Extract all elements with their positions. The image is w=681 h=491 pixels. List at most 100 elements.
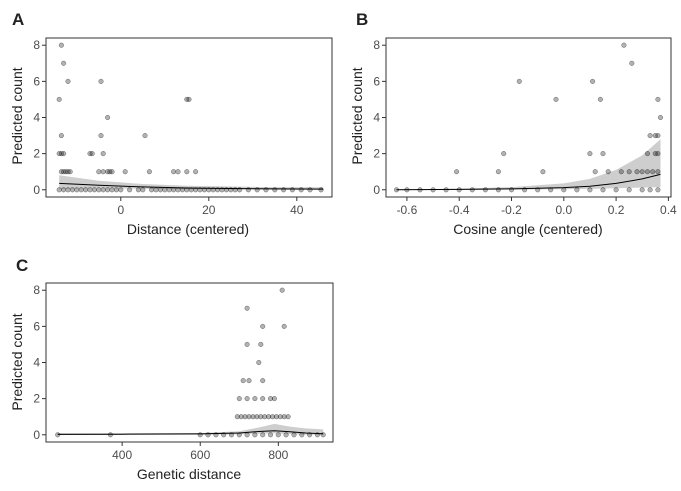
panel-c-data-point <box>246 414 252 420</box>
panel-a-data-point <box>83 187 89 193</box>
panel-b-data-point <box>621 42 627 48</box>
panel-a-data-point <box>61 60 67 66</box>
panel-c-x-tick-label: 600 <box>190 448 210 462</box>
panel-a-data-point <box>281 187 287 193</box>
panel-a-data-point <box>157 187 163 193</box>
panel-a-y-axis-title: Predicted count <box>9 67 25 164</box>
panel-b-data-point <box>592 169 598 175</box>
panel-c-data-point <box>266 414 272 420</box>
panel-b-x-tick-label: -0.4 <box>449 203 470 217</box>
panel-c-data-point <box>277 414 283 420</box>
panel-c-data-point <box>240 378 246 384</box>
panel-c-y-axis-title: Predicted count <box>9 313 25 410</box>
panel-c-data-point <box>244 341 250 347</box>
panel-b-data-point <box>600 187 606 193</box>
panel-a-data-point <box>100 169 106 175</box>
panel-a-data-point <box>186 96 192 102</box>
panel-a-y-tick-label: 0 <box>33 183 40 197</box>
panel-a-data-point <box>89 151 95 157</box>
panel-c-data-point <box>256 359 262 366</box>
panel-c-data-point <box>279 287 285 293</box>
panel-b-data-point <box>605 169 611 175</box>
panel-a-data-point <box>100 151 106 157</box>
panel-c-data-point <box>246 378 252 384</box>
panel-a-plot-frame <box>45 37 333 198</box>
panel-b-data-point <box>574 187 580 193</box>
panel-c-data-point <box>258 341 264 347</box>
panel-a-data-point <box>153 187 159 193</box>
panel-a-data-point <box>58 133 64 139</box>
panel-b-data-point <box>644 151 651 157</box>
panel-a-x-tick-label: 0 <box>117 203 124 217</box>
panel-b-x-tick-label: 0.2 <box>608 203 625 217</box>
panel-a-data-point <box>109 187 115 193</box>
panel-a-fit-line <box>59 182 324 190</box>
panel-c-data-point <box>107 432 113 438</box>
panel-b-data-point <box>639 187 645 193</box>
panel-a-data-point <box>96 169 102 175</box>
panel-a-data-point <box>118 187 124 193</box>
panel-b-data-point <box>634 169 640 175</box>
panel-a-data-point <box>122 169 128 175</box>
panel-b-data-point <box>540 169 546 175</box>
panel-b-data-point <box>553 96 559 102</box>
panel-c-data-point <box>244 305 250 311</box>
panel-a-data-point <box>298 187 304 193</box>
panel-b-data-point <box>639 169 645 175</box>
panel-a-data-point <box>67 169 73 175</box>
panel-c-data-point <box>260 396 266 402</box>
panel-c-x-axis-title: Genetic distance <box>137 466 241 482</box>
panel-b-data-point <box>647 187 653 193</box>
panel-c-data-point <box>267 396 274 402</box>
panel-a-data-point <box>146 169 152 175</box>
panel-b-data-point <box>516 78 522 84</box>
panel-c-data-point <box>283 432 289 438</box>
panel-b-x-axis-title: Cosine angle (centered) <box>453 221 602 237</box>
panel-b-y-tick-label: 2 <box>373 147 380 161</box>
panel-c-data-point <box>281 323 287 329</box>
panel-a-data-point <box>65 187 71 193</box>
panel-b-data-point <box>501 151 507 157</box>
panel-a-x-tick-label: 20 <box>202 203 216 217</box>
panel-b-data-point <box>655 169 661 175</box>
panel-letter-b: B <box>356 10 368 29</box>
panel-b-data-point <box>647 133 653 139</box>
panel-c-y-tick-label: 2 <box>33 392 40 406</box>
panel-b-data-point <box>600 151 606 157</box>
panel-b-data-point <box>626 169 632 175</box>
panel-b-data-point <box>655 96 661 102</box>
panel-c-data-point <box>252 396 258 402</box>
panel-c-data-point <box>260 378 266 384</box>
panel-a-data-point <box>65 78 71 84</box>
panel-b-data-point <box>482 187 488 193</box>
panel-a-data-point <box>149 187 155 193</box>
panel-a-data-point <box>98 78 104 84</box>
panel-a-data-point <box>100 187 106 193</box>
panel-a-data-point <box>171 169 177 175</box>
panel-a-y-tick-label: 4 <box>33 111 40 125</box>
panel-a-data-point <box>175 169 181 175</box>
panel-b-data-point <box>454 169 460 175</box>
panel-b-data-point <box>652 151 658 157</box>
panel-c-data-point <box>254 414 260 420</box>
panel-c-y-tick-label: 6 <box>33 319 40 333</box>
panel-a-data-point <box>113 187 119 193</box>
panel-a-data-point <box>96 187 102 193</box>
panel-letter-a: A <box>12 10 24 29</box>
panel-a-data-point <box>87 187 93 193</box>
panel-a-data-point <box>61 187 67 193</box>
panel-c-data-point <box>291 432 297 438</box>
panel-c-data-point <box>262 414 268 420</box>
panel-a-data-point <box>69 187 75 193</box>
panel-b-x-tick-label: 0.4 <box>660 203 677 217</box>
panel-c-data-point <box>275 432 281 438</box>
panel-b-data-point <box>597 96 603 102</box>
panel-c-data-point <box>244 396 250 402</box>
panel-c-data-point <box>234 414 240 420</box>
panel-c-data-point <box>242 414 248 420</box>
panel-b-data-point <box>618 169 624 175</box>
panel-b-data-point <box>655 151 661 157</box>
panel-c-data-point <box>260 323 266 329</box>
panel-a-data-point <box>61 151 67 157</box>
